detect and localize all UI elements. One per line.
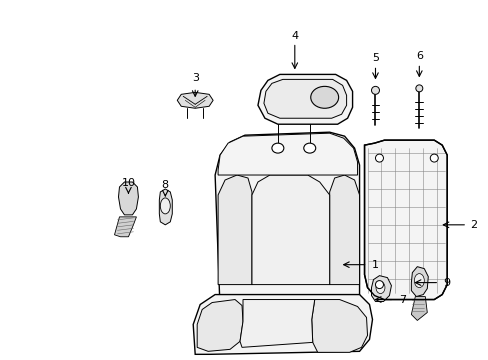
Ellipse shape — [371, 86, 379, 94]
Text: 2: 2 — [469, 220, 477, 230]
Ellipse shape — [415, 85, 422, 92]
Text: 5: 5 — [371, 54, 378, 63]
Text: 6: 6 — [415, 51, 422, 62]
Polygon shape — [240, 300, 314, 347]
Polygon shape — [410, 297, 427, 320]
Polygon shape — [218, 175, 251, 285]
Polygon shape — [371, 276, 390, 302]
Polygon shape — [251, 175, 329, 285]
Polygon shape — [197, 300, 243, 351]
Polygon shape — [410, 267, 427, 297]
Polygon shape — [177, 92, 213, 108]
Ellipse shape — [375, 282, 384, 293]
Polygon shape — [193, 294, 372, 354]
Polygon shape — [258, 75, 352, 124]
Ellipse shape — [413, 274, 424, 288]
Text: 7: 7 — [398, 294, 405, 305]
Text: 8: 8 — [162, 180, 168, 190]
Text: 1: 1 — [371, 260, 378, 270]
Polygon shape — [118, 182, 138, 215]
Polygon shape — [329, 175, 359, 285]
Polygon shape — [311, 300, 367, 352]
Ellipse shape — [160, 198, 170, 214]
Text: 4: 4 — [291, 31, 298, 41]
Text: 10: 10 — [121, 178, 135, 188]
Ellipse shape — [310, 86, 338, 108]
Ellipse shape — [429, 154, 437, 162]
Polygon shape — [215, 132, 359, 310]
Text: 9: 9 — [443, 278, 450, 288]
Ellipse shape — [375, 154, 383, 162]
Text: 3: 3 — [191, 73, 198, 84]
Polygon shape — [218, 133, 357, 175]
Polygon shape — [114, 217, 136, 237]
Polygon shape — [364, 140, 447, 300]
Polygon shape — [264, 80, 346, 118]
Ellipse shape — [375, 280, 383, 289]
Polygon shape — [159, 189, 172, 225]
Ellipse shape — [271, 143, 283, 153]
Ellipse shape — [303, 143, 315, 153]
